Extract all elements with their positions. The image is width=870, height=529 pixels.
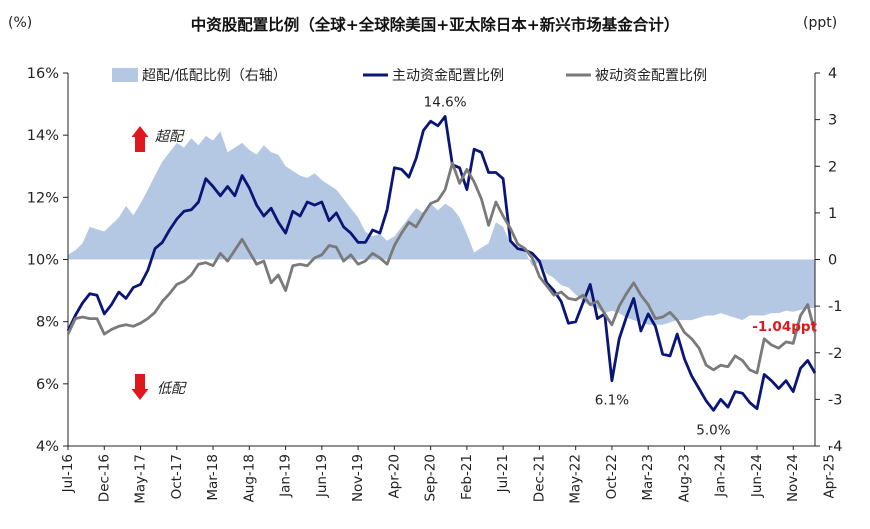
x-tick-label: Nov-24 (785, 454, 801, 502)
x-tick-label: Jun-19 (314, 454, 330, 498)
x-tick-label: Mar-23 (640, 454, 656, 501)
overweight-arrow-icon (131, 126, 149, 152)
data-label: 6.1% (595, 393, 629, 409)
x-tick-label: Apr-20 (386, 454, 402, 499)
x-tick-label: Nov-19 (350, 454, 366, 502)
x-tick-label: May-17 (133, 454, 149, 504)
data-label: 5.0% (696, 422, 730, 438)
x-tick-label: Jan-24 (713, 454, 729, 498)
chart-title: 中资股配置比例（全球+全球除美国+亚太除日本+新兴市场基金合计） (191, 15, 679, 34)
right-tick-label: -2 (828, 346, 842, 362)
legend-swatch-area (112, 68, 138, 82)
right-axis-unit: (ppt) (803, 15, 837, 31)
x-tick-label: Aug-23 (676, 454, 692, 502)
x-tick-label: Dec-21 (531, 454, 547, 502)
left-tick-label: 4% (36, 439, 59, 455)
right-tick-label: -4 (828, 439, 842, 455)
right-tick-label: -3 (828, 392, 842, 408)
underweight-label: 低配 (157, 381, 187, 397)
x-tick-label: Jun-24 (749, 454, 765, 498)
x-tick-label: Jul-21 (495, 454, 511, 493)
right-tick-label: 1 (828, 206, 837, 222)
left-tick-label: 10% (27, 253, 59, 269)
left-axis-unit: (%) (8, 15, 32, 31)
x-tick-label: Jan-19 (278, 454, 294, 498)
x-tick-label: May-22 (568, 454, 584, 504)
x-tick-label: Apr-25 (822, 454, 838, 499)
x-tick-label: Sep-20 (423, 454, 439, 502)
data-label: 14.6% (424, 95, 467, 111)
data-label: -1.04ppt (752, 319, 817, 335)
legend-label-active: 主动资金配置比例 (392, 68, 504, 84)
right-tick-label: 0 (828, 253, 837, 269)
line-series-passive (66, 161, 817, 375)
right-tick-label: 2 (828, 159, 837, 175)
left-tick-label: 14% (27, 128, 59, 144)
right-tick-label: 4 (828, 66, 837, 82)
x-tick-label: Oct-22 (604, 454, 620, 499)
legend-label-passive: 被动资金配置比例 (595, 68, 707, 84)
x-tick-label: Mar-18 (205, 454, 221, 501)
underweight-arrow-icon (131, 374, 149, 400)
x-tick-label: Oct-17 (169, 454, 185, 499)
overweight-label: 超配 (155, 129, 185, 145)
line-series-active (66, 115, 817, 412)
left-tick-label: 12% (27, 190, 59, 206)
left-tick-label: 8% (36, 315, 59, 331)
left-tick-label: 16% (27, 66, 59, 82)
x-tick-label: Aug-18 (241, 454, 257, 502)
legend-label-area: 超配/低配比例（右轴） (142, 68, 287, 84)
x-tick-label: Feb-21 (459, 454, 475, 500)
right-tick-label: 3 (828, 113, 837, 129)
x-tick-label: Jul-16 (60, 454, 76, 493)
area-series-overweight (68, 131, 815, 325)
right-tick-label: -1 (828, 299, 842, 315)
x-tick-label: Dec-16 (96, 454, 112, 502)
left-tick-label: 6% (36, 377, 59, 393)
